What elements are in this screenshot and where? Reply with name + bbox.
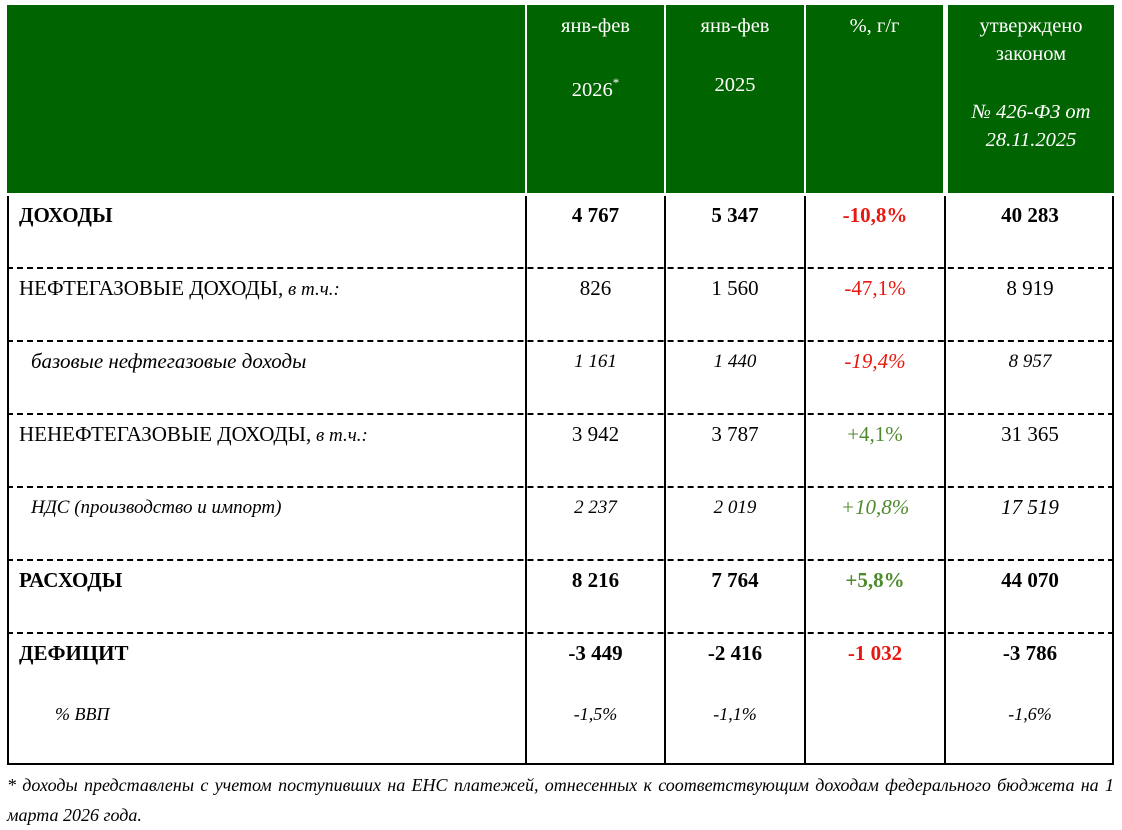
row-deficit-pct: -1 032 bbox=[847, 641, 903, 665]
row-base-oilgas-law: 8 957 bbox=[1008, 351, 1052, 372]
footnote: * доходы представлены с учетом поступивш… bbox=[7, 775, 1114, 825]
header-col-2025-year: 2025 bbox=[714, 74, 756, 96]
row-divider bbox=[7, 486, 1114, 488]
row-vat-2025: 2 019 bbox=[713, 497, 757, 518]
column-divider bbox=[525, 196, 527, 765]
header-col-2026: янв-фев 2026* bbox=[527, 5, 664, 193]
row-label-revenue: ДОХОДЫ bbox=[19, 203, 113, 227]
table-body-frame bbox=[7, 196, 1114, 765]
row-label-nonoil: НЕНЕФТЕГАЗОВЫЕ ДОХОДЫ, в т.ч.: bbox=[19, 422, 368, 446]
row-expenses-2025: 7 764 bbox=[711, 568, 759, 592]
row-deficit-2025: -2 416 bbox=[707, 641, 763, 665]
row-deficit-law: -3 786 bbox=[1002, 641, 1058, 665]
row-deficit-2026: -3 449 bbox=[568, 641, 623, 665]
row-nonoil-2026: 3 942 bbox=[571, 422, 620, 446]
row-vat-pct: +10,8% bbox=[840, 495, 910, 519]
row-vat-2026: 2 237 bbox=[574, 497, 617, 518]
row-revenue-2025: 5 347 bbox=[711, 203, 759, 227]
row-label-base-oilgas: базовые нефтегазовые доходы bbox=[31, 349, 307, 373]
row-divider bbox=[7, 413, 1114, 415]
row-expenses-2026: 8 216 bbox=[571, 568, 620, 592]
row-nonoil-2025: 3 787 bbox=[711, 422, 759, 446]
row-label-deficit: ДЕФИЦИТ bbox=[19, 641, 129, 665]
header-col-law-line3: № 426-ФЗ от bbox=[971, 101, 1091, 123]
row-expenses-pct: +5,8% bbox=[845, 568, 905, 592]
row-label-vat: НДС (производство и импорт) bbox=[31, 497, 282, 518]
budget-table: янв-фев 2026* янв-фев 2025 %, г/г утверж… bbox=[7, 5, 1114, 765]
row-vat-law: 17 519 bbox=[1001, 495, 1059, 519]
header-col-2025-period: янв-фев bbox=[700, 15, 770, 37]
row-gdp-2025: -1,1% bbox=[713, 704, 757, 724]
column-divider bbox=[664, 196, 666, 765]
header-col-2026-period: янв-фев bbox=[561, 15, 630, 37]
row-base-oilgas-2025: 1 440 bbox=[713, 351, 757, 372]
row-gdp-law: -1,6% bbox=[1008, 704, 1052, 724]
row-expenses-law: 44 070 bbox=[1001, 568, 1059, 592]
header-col-pct-label: %, г/г bbox=[849, 15, 900, 37]
header-col-law: утверждено законом № 426-ФЗ от 28.11.202… bbox=[948, 5, 1114, 193]
row-oilgas-law: 8 919 bbox=[1006, 276, 1054, 300]
row-oilgas-2026: 826 bbox=[579, 276, 612, 300]
row-gdp-2026: -1,5% bbox=[573, 704, 618, 724]
header-col-2025: янв-фев 2025 bbox=[666, 5, 804, 193]
header-label-cell bbox=[7, 5, 525, 193]
row-oilgas-pct: -47,1% bbox=[844, 276, 906, 300]
row-label-expenses: РАСХОДЫ bbox=[19, 568, 123, 592]
row-label-gdp: % ВВП bbox=[55, 704, 110, 724]
header-col-pct: %, г/г bbox=[806, 5, 943, 193]
row-revenue-pct: -10,8% bbox=[842, 203, 908, 227]
row-nonoil-law: 31 365 bbox=[1001, 422, 1059, 446]
header-col-law-line1: утверждено bbox=[979, 15, 1083, 37]
header-col-law-line2: законом bbox=[995, 43, 1067, 65]
row-divider bbox=[7, 559, 1114, 561]
row-divider bbox=[7, 340, 1114, 342]
row-revenue-2026: 4 767 bbox=[571, 203, 620, 227]
column-divider bbox=[944, 196, 946, 765]
row-nonoil-pct: +4,1% bbox=[847, 422, 903, 446]
row-divider bbox=[7, 632, 1114, 634]
row-base-oilgas-pct: -19,4% bbox=[844, 349, 906, 373]
row-base-oilgas-2026: 1 161 bbox=[574, 351, 617, 372]
column-divider bbox=[804, 196, 806, 765]
row-divider bbox=[7, 267, 1114, 269]
header-col-2026-year: 2026* bbox=[571, 75, 620, 101]
header-col-law-line4: 28.11.2025 bbox=[985, 129, 1077, 151]
row-label-oilgas: НЕФТЕГАЗОВЫЕ ДОХОДЫ, в т.ч.: bbox=[19, 276, 340, 300]
row-revenue-law: 40 283 bbox=[1001, 203, 1059, 227]
row-oilgas-2025: 1 560 bbox=[711, 276, 759, 300]
